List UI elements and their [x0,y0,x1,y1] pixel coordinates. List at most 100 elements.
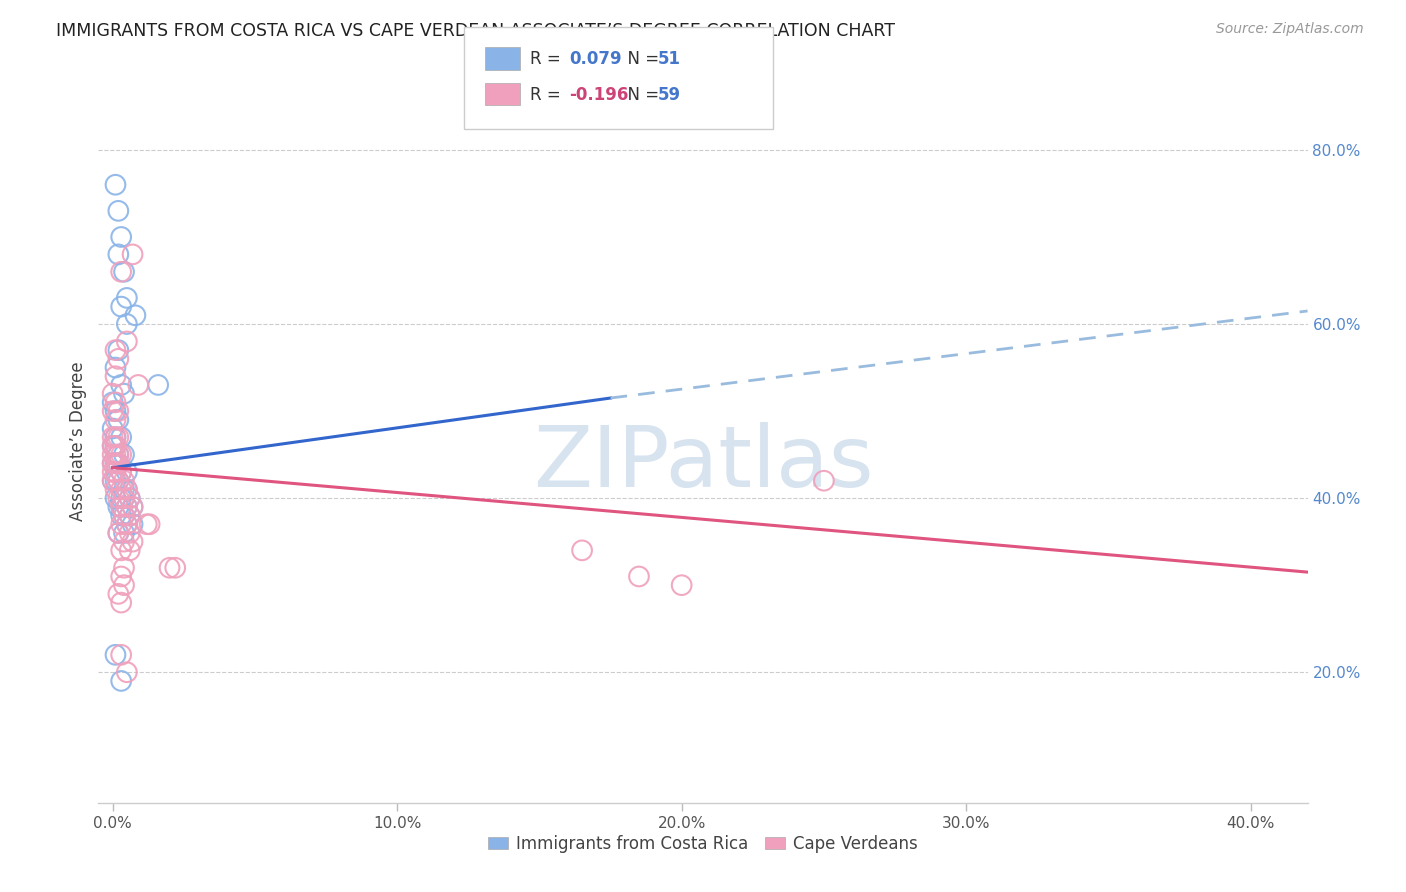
Point [112,491,135,505]
Point [110,465,132,479]
Point [104,395,127,409]
Point [110,483,132,497]
Point [104,448,127,462]
Point [107,430,129,444]
Point [110,300,132,314]
Point [112,534,135,549]
Point [110,569,132,583]
Point [115,334,138,349]
Point [110,508,132,523]
Point [110,673,132,688]
Point [127,378,149,392]
Point [112,561,135,575]
Point [107,247,129,261]
Text: 0.079: 0.079 [569,50,621,68]
Point [112,525,135,540]
Point [101,474,124,488]
Point [101,465,124,479]
Point [101,404,124,418]
Point [107,351,129,366]
Point [101,430,124,444]
Point [112,474,135,488]
Point [115,483,138,497]
Point [107,203,129,218]
Point [124,308,146,322]
Point [101,456,124,470]
Point [146,378,169,392]
Point [107,448,129,462]
Point [115,665,138,680]
Point [107,413,129,427]
Point [104,474,127,488]
Point [110,448,132,462]
Point [101,474,124,488]
Point [115,483,138,497]
Point [107,343,129,358]
Point [104,430,127,444]
Point [104,439,127,453]
Point [107,474,129,488]
Point [115,291,138,305]
Text: 59: 59 [658,86,681,103]
Point [138,517,160,532]
Point [107,525,129,540]
Point [110,648,132,662]
Point [115,517,138,532]
Point [112,448,135,462]
Text: 51: 51 [658,50,681,68]
Point [571,543,593,558]
Point [101,395,124,409]
Point [118,525,141,540]
Point [110,265,132,279]
Point [121,534,143,549]
Point [101,439,124,453]
Point [118,508,141,523]
Y-axis label: Associate’s Degree: Associate’s Degree [69,362,87,521]
Point [110,517,132,532]
Point [110,465,132,479]
Point [813,474,835,488]
Point [115,500,138,514]
Point [104,413,127,427]
Point [107,456,129,470]
Text: IMMIGRANTS FROM COSTA RICA VS CAPE VERDEAN ASSOCIATE’S DEGREE CORRELATION CHART: IMMIGRANTS FROM COSTA RICA VS CAPE VERDE… [56,22,896,40]
Legend: Immigrants from Costa Rica, Cape Verdeans: Immigrants from Costa Rica, Cape Verdean… [481,828,925,860]
Point [107,500,129,514]
Point [104,491,127,505]
Point [112,483,135,497]
Point [627,569,650,583]
Point [110,491,132,505]
Point [110,378,132,392]
Point [135,517,157,532]
Point [112,491,135,505]
Point [110,596,132,610]
Point [121,517,143,532]
Point [101,456,124,470]
Point [104,456,127,470]
Point [104,404,127,418]
Point [121,247,143,261]
Point [671,578,693,592]
Text: R =: R = [530,50,567,68]
Point [115,517,138,532]
Text: R =: R = [530,86,567,103]
Point [107,456,129,470]
Point [101,439,124,453]
Text: ZIPatlas: ZIPatlas [533,422,873,505]
Point [107,474,129,488]
Point [165,561,187,575]
Text: N =: N = [617,86,665,103]
Point [107,491,129,505]
Point [107,404,129,418]
Point [104,430,127,444]
Point [110,500,132,514]
Point [121,500,143,514]
Point [107,448,129,462]
Point [118,543,141,558]
Point [121,500,143,514]
Text: Source: ZipAtlas.com: Source: ZipAtlas.com [1216,22,1364,37]
Point [104,369,127,384]
Point [104,483,127,497]
Point [101,386,124,401]
Point [101,421,124,435]
